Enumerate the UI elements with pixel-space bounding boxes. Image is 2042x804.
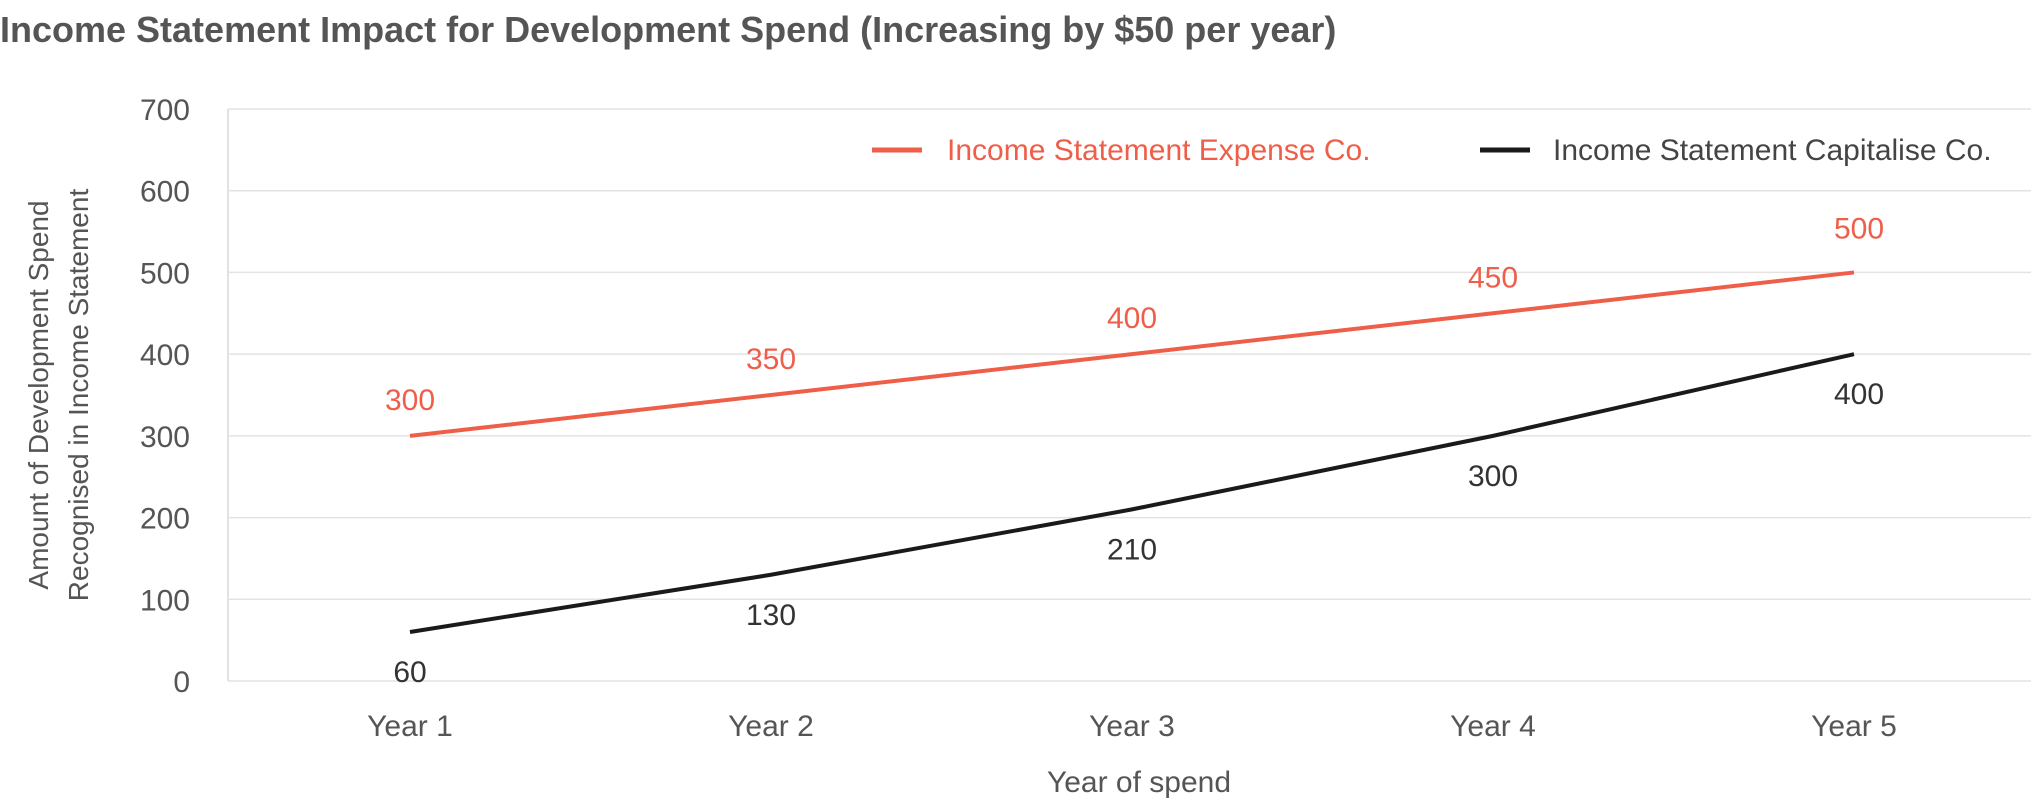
x-tick-label: Year 5 bbox=[1811, 710, 1897, 743]
chart-title: Income Statement Impact for Development … bbox=[0, 9, 1336, 50]
y-axis-ticks: 0 100 200 300 400 500 600 700 bbox=[140, 94, 190, 699]
data-label: 450 bbox=[1468, 261, 1518, 294]
y-tick-label: 500 bbox=[140, 257, 190, 290]
data-label: 350 bbox=[746, 343, 796, 376]
y-axis-title-line-2: Recognised in Income Statement bbox=[63, 189, 94, 602]
series-line-expense bbox=[409, 270, 1855, 438]
data-label: 210 bbox=[1107, 533, 1157, 566]
y-axis-title-line-1: Amount of Development Spend bbox=[23, 200, 54, 589]
data-label: 400 bbox=[1107, 302, 1157, 335]
data-label: 500 bbox=[1834, 212, 1884, 245]
x-tick-label: Year 4 bbox=[1450, 710, 1536, 743]
legend-label-expense: Income Statement Expense Co. bbox=[947, 134, 1371, 167]
legend-label-capitalise: Income Statement Capitalise Co. bbox=[1553, 134, 1992, 167]
y-tick-label: 100 bbox=[140, 584, 190, 617]
legend: Income Statement Expense Co. Income Stat… bbox=[872, 134, 1992, 167]
series-line-capitalise bbox=[409, 352, 1855, 634]
y-axis-title: Amount of Development Spend Recognised i… bbox=[23, 189, 94, 602]
data-label: 400 bbox=[1834, 378, 1884, 411]
y-tick-label: 200 bbox=[140, 503, 190, 536]
x-tick-label: Year 3 bbox=[1089, 710, 1175, 743]
x-axis-ticks: Year 1 Year 2 Year 3 Year 4 Year 5 bbox=[367, 710, 1897, 743]
series-group: 300 350 400 450 500 60 130 210 300 400 bbox=[385, 212, 1884, 689]
x-tick-label: Year 1 bbox=[367, 710, 453, 743]
x-axis-title: Year of spend bbox=[1047, 766, 1231, 799]
data-label: 60 bbox=[393, 656, 426, 689]
x-tick-label: Year 2 bbox=[728, 710, 814, 743]
gridlines bbox=[227, 108, 2031, 682]
data-label: 130 bbox=[746, 599, 796, 632]
y-tick-label: 300 bbox=[140, 421, 190, 454]
y-tick-label: 400 bbox=[140, 339, 190, 372]
y-tick-label: 600 bbox=[140, 176, 190, 209]
y-tick-label: 700 bbox=[140, 94, 190, 127]
data-label: 300 bbox=[385, 384, 435, 417]
data-label: 300 bbox=[1468, 460, 1518, 493]
y-tick-label: 0 bbox=[173, 666, 190, 699]
